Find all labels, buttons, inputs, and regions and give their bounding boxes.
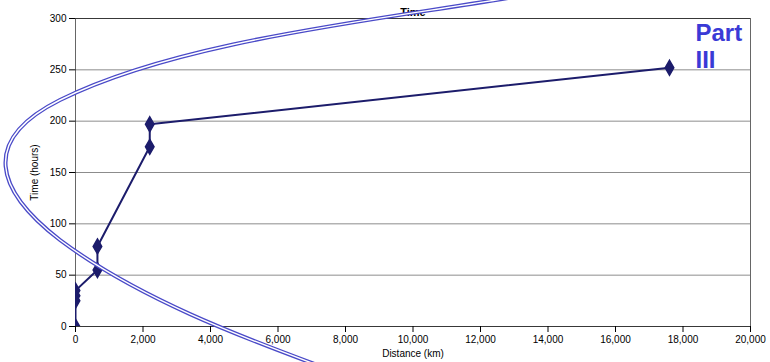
svg-text:Time (hours): Time (hours) [29, 144, 40, 200]
svg-text:300: 300 [50, 13, 67, 24]
svg-text:200: 200 [50, 115, 67, 126]
svg-text:8,000: 8,000 [333, 334, 358, 345]
svg-text:0: 0 [73, 334, 79, 345]
svg-text:4,000: 4,000 [198, 334, 223, 345]
svg-text:12,000: 12,000 [465, 334, 496, 345]
svg-text:PartIII: PartIII [696, 19, 743, 72]
svg-text:0: 0 [61, 321, 67, 332]
svg-text:16,000: 16,000 [600, 334, 631, 345]
svg-text:100: 100 [50, 218, 67, 229]
svg-text:14,000: 14,000 [533, 334, 564, 345]
svg-text:2,000: 2,000 [130, 334, 155, 345]
svg-text:18,000: 18,000 [668, 334, 699, 345]
svg-text:250: 250 [50, 64, 67, 75]
svg-text:6,000: 6,000 [265, 334, 290, 345]
svg-text:Distance (km): Distance (km) [382, 348, 444, 359]
svg-text:50: 50 [55, 269, 67, 280]
svg-text:Time: Time [400, 6, 425, 18]
svg-text:20,000: 20,000 [735, 334, 766, 345]
svg-text:150: 150 [50, 167, 67, 178]
svg-text:10,000: 10,000 [398, 334, 429, 345]
